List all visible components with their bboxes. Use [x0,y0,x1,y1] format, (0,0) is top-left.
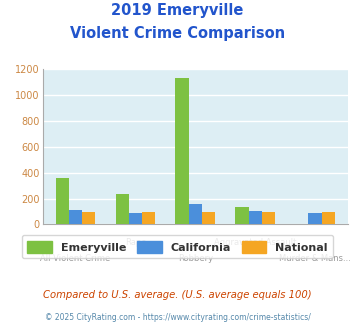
Bar [248,211,262,224]
Text: 2019 Emeryville: 2019 Emeryville [111,3,244,18]
Text: Violent Crime Comparison: Violent Crime Comparison [70,26,285,41]
Bar [189,204,202,224]
Bar [69,210,82,224]
Text: Rape: Rape [125,238,146,247]
Bar [262,212,275,224]
Text: Robbery: Robbery [178,254,213,263]
Bar [322,212,335,224]
Bar [175,78,189,224]
Bar [116,194,129,224]
Bar [129,214,142,224]
Bar [56,178,69,224]
Bar [235,207,248,224]
Bar [142,212,155,224]
Bar [82,212,95,224]
Text: Murder & Mans...: Murder & Mans... [279,254,351,263]
Text: Aggravated Assault: Aggravated Assault [214,238,296,247]
Legend: Emeryville, California, National: Emeryville, California, National [22,235,333,258]
Bar [308,214,322,224]
Text: © 2025 CityRating.com - https://www.cityrating.com/crime-statistics/: © 2025 CityRating.com - https://www.city… [45,314,310,322]
Text: All Violent Crime: All Violent Crime [40,254,111,263]
Text: Compared to U.S. average. (U.S. average equals 100): Compared to U.S. average. (U.S. average … [43,290,312,300]
Bar [202,212,215,224]
